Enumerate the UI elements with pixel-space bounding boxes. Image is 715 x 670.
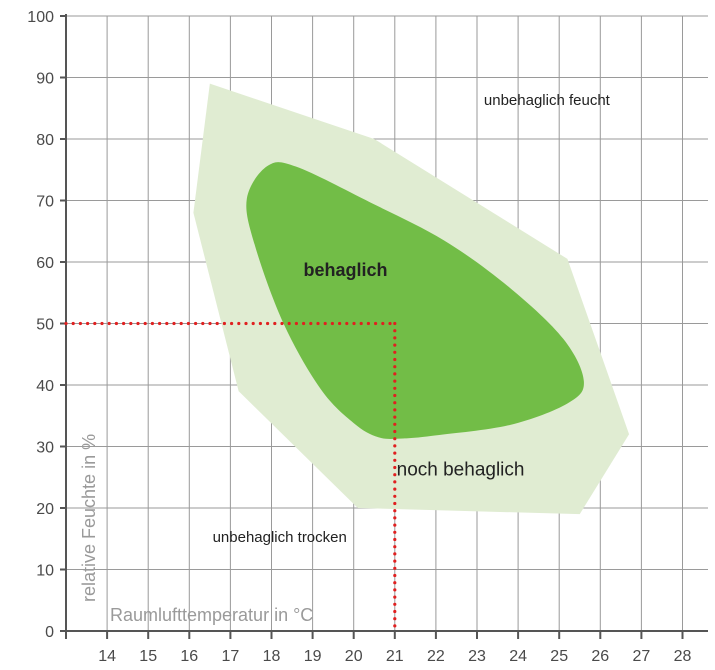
x-tick-label: 22 [427,648,445,665]
label-noch-behaglich: noch behaglich [397,459,525,480]
comfort-regions [193,83,630,515]
y-tick-label: 40 [36,378,54,395]
y-tick-label: 0 [45,624,54,641]
x-tick-label: 24 [509,648,527,665]
y-tick-label: 60 [36,255,54,272]
x-tick-label: 26 [591,648,609,665]
x-tick-label: 14 [98,648,116,665]
x-tick-label: 16 [180,648,198,665]
x-tick-label: 17 [222,648,240,665]
labels: Raumlufttemperatur in °C relative Feuchte… [79,92,611,625]
x-tick-label: 23 [468,648,486,665]
reference-lines [64,321,397,633]
region-behaglich [246,162,584,439]
label-unbehaglich-feucht: unbehaglich feucht [484,92,611,109]
y-tick-label: 20 [36,501,54,518]
y-tick-label: 80 [36,132,54,149]
x-tick-label: 20 [345,648,363,665]
label-unbehaglich-trocken: unbehaglich trocken [213,529,347,546]
y-tick-label: 10 [36,563,54,580]
x-tick-label: 18 [263,648,281,665]
y-tick-label: 90 [36,71,54,88]
x-tick-label: 19 [304,648,322,665]
x-tick-label: 25 [550,648,568,665]
x-tick-label: 27 [633,648,651,665]
x-tick-label: 21 [386,648,404,665]
y-tick-label: 30 [36,440,54,457]
x-tick-label: 28 [674,648,692,665]
y-axis-title: relative Feuchte in % [79,434,99,602]
y-tick-label: 70 [36,194,54,211]
y-tick-label: 50 [36,317,54,334]
y-tick-label: 100 [27,9,54,26]
x-tick-label: 15 [139,648,157,665]
x-axis-title: Raumlufttemperatur in °C [110,605,313,625]
axes: 0 10 20 30 40 50 60 70 80 90 100 14 15 16 17 18 19 20 21 22… [27,9,708,665]
label-behaglich: behaglich [303,260,387,280]
